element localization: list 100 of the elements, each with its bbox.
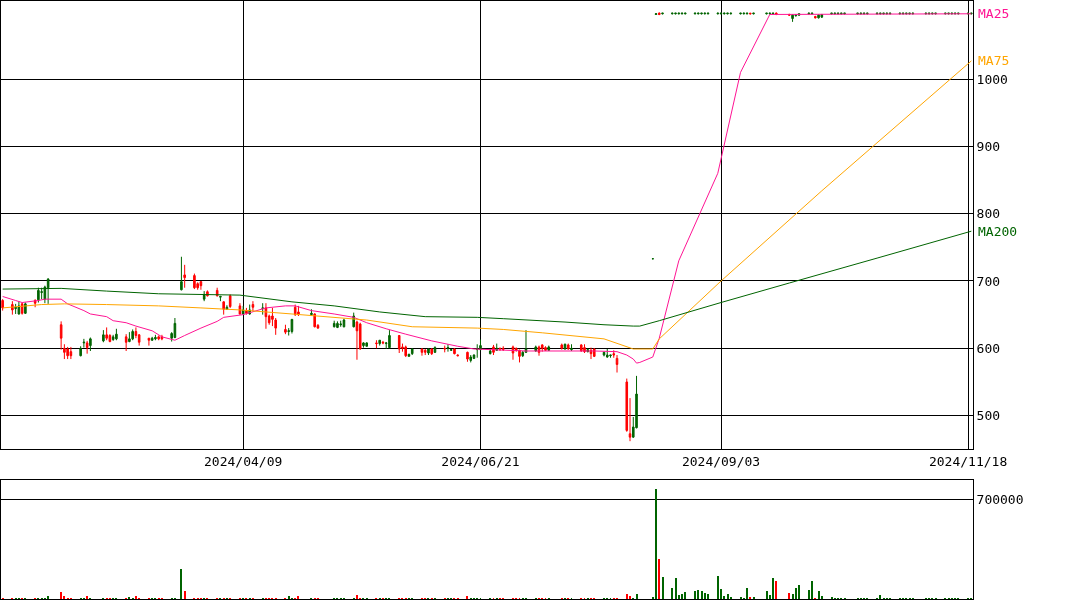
y-tick-label: 500	[976, 408, 1001, 424]
candlestick	[124, 333, 128, 352]
candlestick	[20, 302, 24, 316]
y-tick-label: 1000	[976, 71, 1008, 87]
candlestick	[540, 343, 544, 353]
candlestick	[193, 273, 196, 290]
candlestick	[365, 341, 368, 347]
candlestick	[696, 12, 700, 15]
candlestick	[332, 320, 336, 328]
x-tick-label: 2024/06/21	[441, 453, 520, 469]
candlestick	[157, 336, 160, 341]
candlestick	[814, 15, 817, 19]
candlestick	[771, 12, 775, 15]
candlestick	[375, 339, 378, 349]
candlestick	[199, 280, 203, 291]
candlestick	[397, 335, 401, 354]
bar	[701, 591, 703, 599]
bar	[466, 596, 468, 599]
candlestick	[228, 293, 232, 309]
candlestick	[807, 12, 811, 15]
bar	[766, 591, 768, 599]
candlestick	[726, 12, 729, 15]
candlestick	[488, 348, 492, 355]
candlestick	[430, 347, 434, 356]
candlestick	[700, 12, 703, 15]
candlestick	[202, 290, 206, 302]
candlestick	[670, 12, 674, 15]
candlestick	[154, 334, 157, 341]
candlestick	[37, 287, 40, 304]
candlestick	[40, 287, 43, 300]
bar	[798, 585, 800, 599]
candlestick	[716, 12, 720, 15]
candlestick	[310, 308, 313, 317]
candlestick	[355, 320, 359, 361]
bar	[655, 489, 657, 599]
candlestick	[284, 324, 287, 335]
candlestick	[560, 343, 564, 351]
candlestick	[446, 343, 450, 353]
candlestick	[443, 345, 447, 353]
candlestick	[251, 300, 255, 312]
candlestick	[752, 12, 755, 15]
candlestick	[729, 12, 733, 15]
candlestick	[547, 345, 551, 352]
candlestick	[739, 12, 742, 15]
x-tick-label: 2024/04/09	[204, 453, 283, 469]
bar	[717, 576, 719, 599]
candlestick	[222, 300, 225, 316]
candlestick	[423, 349, 427, 356]
candlestick	[147, 337, 151, 347]
candlestick	[745, 12, 749, 15]
bar	[727, 594, 729, 599]
candlestick	[404, 345, 408, 358]
candlestick	[180, 256, 183, 291]
bar	[180, 569, 182, 599]
candlestick	[17, 300, 21, 316]
bar	[694, 591, 696, 599]
candlestick	[765, 12, 768, 15]
candlestick	[128, 331, 131, 343]
candlestick	[293, 304, 297, 317]
candlestick	[544, 347, 547, 352]
bar	[60, 592, 62, 599]
y-tick-label: 800	[976, 206, 1001, 222]
candlestick	[69, 346, 73, 360]
y-tick-label: 700	[976, 273, 1001, 289]
candlestick	[817, 13, 820, 19]
candlestick	[420, 347, 424, 357]
candlestick	[693, 12, 697, 15]
line-series	[2, 13, 972, 364]
bar	[675, 578, 677, 599]
candlestick	[410, 347, 414, 356]
series-label: MA75	[978, 53, 1010, 68]
candlestick	[605, 348, 609, 358]
candlestick	[115, 328, 118, 341]
candlestick	[492, 344, 495, 356]
candlestick	[362, 341, 365, 349]
bar	[697, 590, 699, 599]
candlestick	[46, 277, 50, 305]
candlestick	[677, 12, 681, 15]
candlestick	[173, 317, 177, 339]
bar	[707, 594, 709, 599]
candlestick	[566, 343, 570, 351]
candlestick	[150, 336, 154, 341]
candlestick	[768, 12, 772, 15]
candlestick	[570, 343, 573, 352]
candlestick	[456, 353, 460, 357]
candlestick	[339, 320, 342, 328]
x-tick-label: 2024/09/03	[681, 453, 761, 469]
bar	[681, 594, 683, 599]
candlestick	[683, 12, 687, 15]
bar	[818, 591, 820, 599]
bar	[811, 581, 813, 599]
candlestick	[453, 347, 456, 355]
candlestick	[654, 12, 658, 15]
candlestick	[475, 343, 479, 359]
bar	[795, 588, 797, 599]
candlestick	[290, 318, 294, 334]
series-label: MA200	[978, 224, 1018, 239]
bar	[636, 594, 638, 599]
candlestick	[742, 12, 746, 15]
candlestick	[378, 339, 382, 347]
